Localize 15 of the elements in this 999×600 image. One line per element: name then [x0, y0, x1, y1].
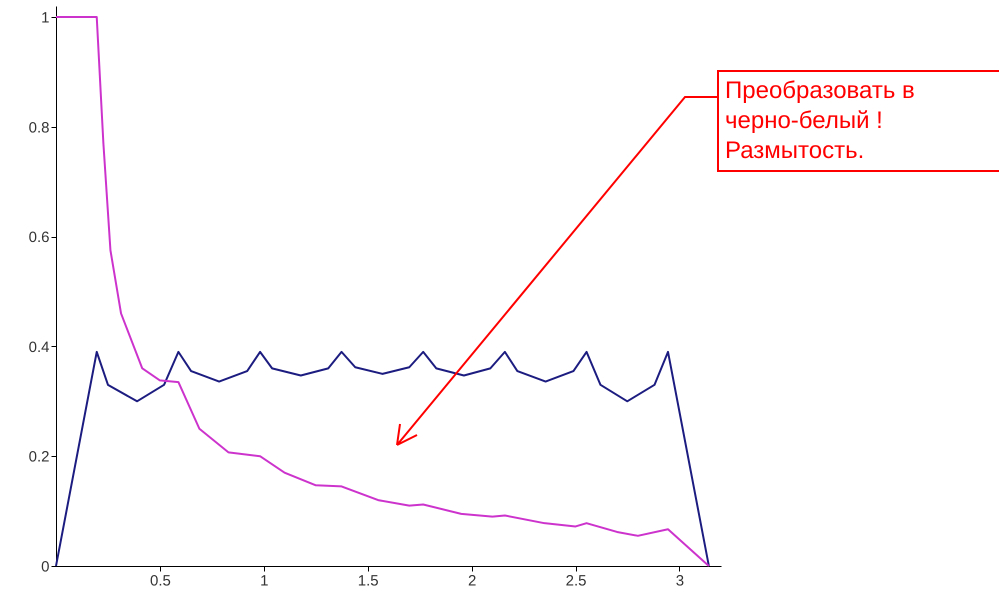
x-tick-label: 2 [468, 572, 476, 590]
y-tick-label: 0.8 [28, 119, 50, 136]
x-tick-label: 1.5 [358, 572, 379, 590]
y-tick-label: 0.6 [28, 229, 50, 246]
line-series [55, 16, 710, 567]
x-tick-label: 2.5 [566, 572, 586, 590]
line-series [55, 350, 710, 567]
y-tick-label: 0.4 [28, 338, 50, 356]
text: Преобразовать в черно-белый ! Размытость. [717, 70, 999, 172]
x-tick-label: 3 [676, 572, 684, 590]
y-tick-label: 0 [41, 558, 50, 576]
y-tick-label: 1 [41, 9, 50, 26]
x-tick-label: 0.5 [150, 572, 171, 590]
x-tick-label: 1 [260, 572, 268, 590]
y-tick-label: 0.2 [28, 448, 50, 466]
